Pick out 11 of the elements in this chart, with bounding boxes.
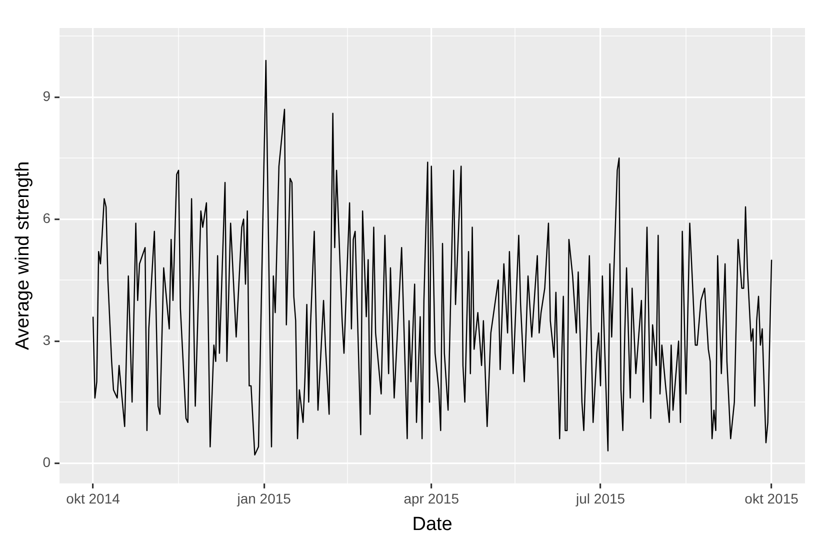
y-tick-label: 3 <box>42 332 51 348</box>
x-tick-label: jan 2015 <box>236 490 292 507</box>
y-tick-label: 0 <box>42 454 51 470</box>
y-tick-label: 6 <box>42 210 51 226</box>
y-axis-title: Average wind strength <box>12 161 34 350</box>
x-axis-title: Date <box>412 514 452 535</box>
x-tick-label: okt 2014 <box>66 490 120 507</box>
x-tick-label: okt 2015 <box>744 490 799 507</box>
y-tick-label: 9 <box>42 88 51 104</box>
x-tick-label: apr 2015 <box>404 490 460 507</box>
x-tick-label: jul 2015 <box>575 490 626 507</box>
